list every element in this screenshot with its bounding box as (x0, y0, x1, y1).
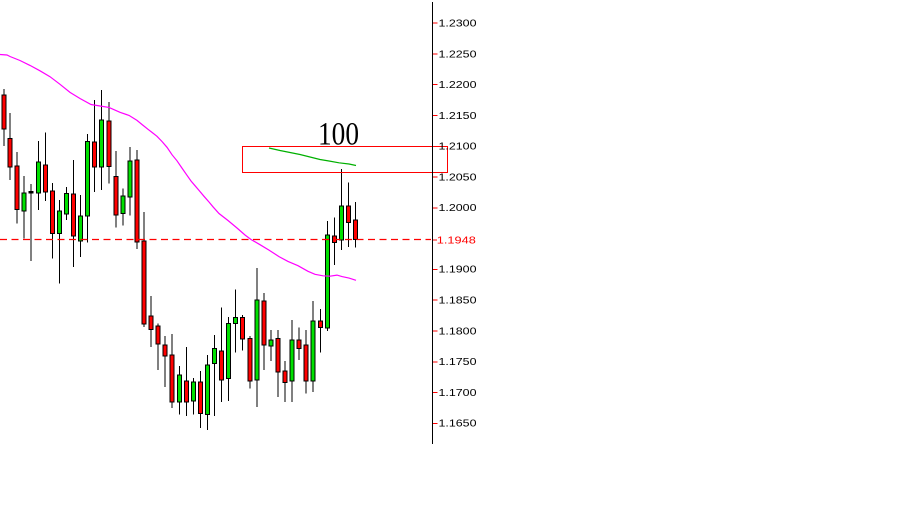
svg-text:100: 100 (318, 117, 359, 153)
svg-text:1.1900: 1.1900 (439, 264, 477, 276)
svg-text:1.2000: 1.2000 (439, 202, 477, 214)
svg-text:1.1800: 1.1800 (439, 325, 477, 337)
svg-text:1.2150: 1.2150 (439, 110, 477, 122)
svg-text:1.2200: 1.2200 (439, 79, 477, 91)
svg-text:1.1650: 1.1650 (439, 418, 477, 430)
svg-text:1.2250: 1.2250 (439, 48, 477, 60)
svg-text:1.1750: 1.1750 (439, 356, 477, 368)
svg-text:1.1700: 1.1700 (439, 387, 477, 399)
svg-text:1.2100: 1.2100 (439, 141, 477, 153)
svg-text:1.1850: 1.1850 (439, 295, 477, 307)
svg-text:1.1948: 1.1948 (437, 235, 476, 247)
svg-text:1.2050: 1.2050 (439, 171, 477, 183)
svg-text:1.2300: 1.2300 (439, 18, 477, 30)
